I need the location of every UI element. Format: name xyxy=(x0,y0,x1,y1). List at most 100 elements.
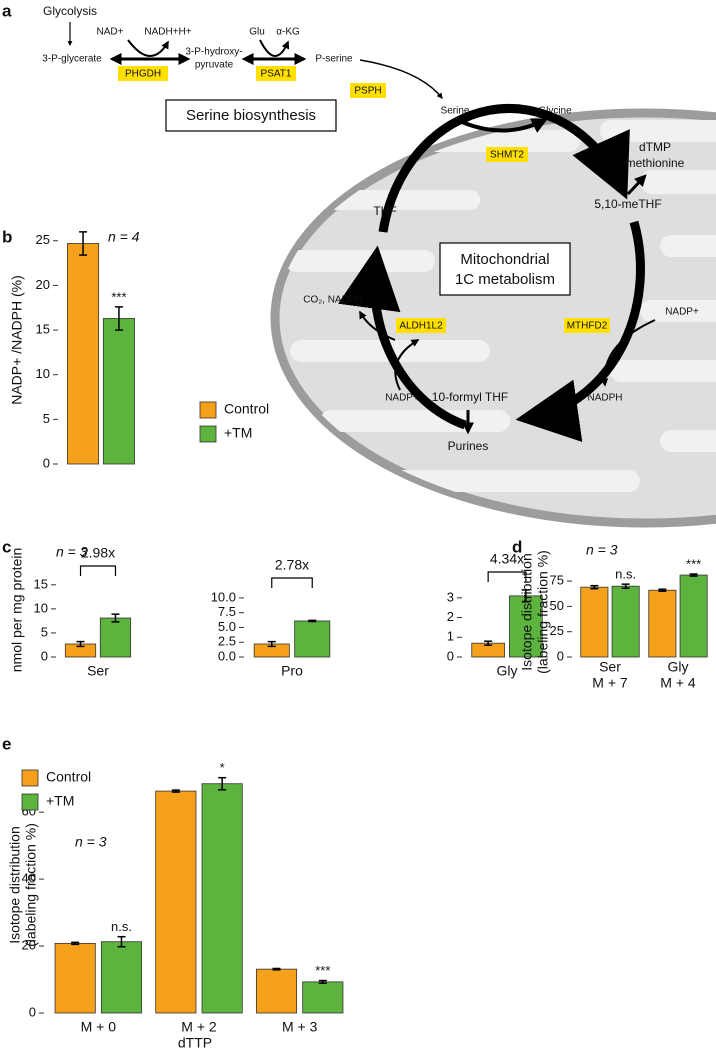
error-bar xyxy=(71,941,80,946)
y-tick-label: 5 xyxy=(43,411,50,426)
enzyme: ALDH1L2 xyxy=(399,321,443,332)
n-label: n = 3 xyxy=(586,542,618,558)
legend-label: Control xyxy=(224,401,269,417)
metabolite: 3-P-glycerate xyxy=(42,54,102,65)
bracket xyxy=(79,565,117,576)
y-tick-label: 3 xyxy=(447,589,454,604)
metabolite: 10-formyl THF xyxy=(432,390,508,404)
bar xyxy=(155,790,197,1014)
fold-change-label: 4.34x xyxy=(490,551,524,567)
y-axis-label: (labeling fraction %) xyxy=(535,550,551,674)
metabolite: methionine xyxy=(626,156,685,170)
y-tick-label: 10.0 xyxy=(211,589,236,604)
legend-swatch xyxy=(199,401,217,419)
bar xyxy=(67,243,100,465)
cofactor: NADP+ xyxy=(385,393,419,404)
enzyme: SHMT2 xyxy=(490,150,524,161)
y-tick-label: 15 xyxy=(36,322,50,337)
box-label: 1C metabolism xyxy=(455,271,555,288)
cofactor: NADPH xyxy=(587,393,622,404)
y-tick-label: 0 xyxy=(557,648,564,663)
panel-label: d xyxy=(512,537,522,556)
x-tick-label: Ser xyxy=(599,659,621,675)
y-tick-label: 50 xyxy=(550,598,564,613)
panel-label: c xyxy=(2,537,11,556)
error-bar xyxy=(79,231,88,256)
error-bar xyxy=(111,613,120,623)
error-bar xyxy=(114,306,123,331)
y-axis-label: Isotope distribution xyxy=(519,553,535,671)
significance-label: n.s. xyxy=(615,567,636,582)
legend-swatch xyxy=(21,793,39,811)
error-bar xyxy=(218,776,227,791)
bar xyxy=(255,968,298,1014)
legend-label: Control xyxy=(46,769,91,785)
y-tick-label: 5.0 xyxy=(218,619,236,634)
legend-swatch xyxy=(21,769,39,787)
panel-label: e xyxy=(2,734,11,753)
y-tick-label: 75 xyxy=(550,573,564,588)
n-label: n = 3 xyxy=(56,544,88,560)
metabolite: Glycolysis xyxy=(43,4,97,18)
error-bar xyxy=(171,789,180,793)
bar xyxy=(648,589,677,658)
y-axis-label: NADP+ /NADPH (%) xyxy=(9,275,25,405)
n-label: n = 4 xyxy=(108,229,140,245)
x-tick-label: M + 4 xyxy=(660,675,696,691)
panel-label: a xyxy=(2,1,12,20)
legend-label: +TM xyxy=(46,793,74,809)
y-tick-label: 25 xyxy=(36,232,50,247)
y-tick-label: 15 xyxy=(34,576,48,591)
error-bar xyxy=(484,640,493,646)
x-tick-label: Pro xyxy=(281,663,303,679)
y-tick-label: 0 xyxy=(447,648,454,663)
y-tick-label: 0 xyxy=(29,1004,36,1019)
panel-label: b xyxy=(2,227,12,246)
cofactor: NAD+ xyxy=(97,27,124,38)
y-tick-label: 0 xyxy=(43,455,50,470)
enzyme: MTHFD2 xyxy=(567,321,608,332)
y-tick-label: 7.5 xyxy=(218,604,236,619)
x-tick-label: M + 3 xyxy=(282,1019,318,1035)
y-axis-label: (labeling fraction %) xyxy=(23,823,39,947)
y-tick-label: 2.5 xyxy=(218,634,236,649)
error-bar xyxy=(267,640,276,648)
significance-label: * xyxy=(220,760,225,775)
error-bar xyxy=(308,619,317,623)
bar xyxy=(102,318,135,465)
metabolite: Serine xyxy=(441,106,470,117)
x-tick-label: Gly xyxy=(497,663,518,679)
bar xyxy=(99,617,132,658)
y-tick-label: 5 xyxy=(41,624,48,639)
error-bar xyxy=(590,584,599,590)
x-tick-label: Gly xyxy=(668,659,689,675)
x-tick-label: M + 0 xyxy=(81,1019,117,1035)
bar xyxy=(100,941,143,1014)
cofactor: NADH+H+ xyxy=(144,27,191,38)
metabolite: pyruvate xyxy=(195,60,234,71)
box-label: Serine biosynthesis xyxy=(186,107,316,124)
bar xyxy=(611,585,640,658)
cofactor: CO₂, NADPH xyxy=(303,295,362,306)
y-tick-label: 40 xyxy=(22,871,36,886)
bracket xyxy=(271,577,313,588)
bar xyxy=(302,981,344,1014)
x-tick-label: Ser xyxy=(87,663,109,679)
legend-label: +TM xyxy=(224,425,252,441)
n-label: n = 3 xyxy=(75,834,107,850)
y-tick-label: 0.0 xyxy=(218,648,236,663)
y-tick-label: 1 xyxy=(447,629,454,644)
bar xyxy=(294,620,331,658)
error-bar xyxy=(272,967,281,971)
fold-change-label: 2.78x xyxy=(275,557,309,573)
error-bar xyxy=(621,583,630,589)
metabolite: 5,10-meTHF xyxy=(594,197,661,211)
significance-label: *** xyxy=(111,289,126,304)
enzyme: PSAT1 xyxy=(261,69,292,80)
error-bar xyxy=(658,588,667,592)
bar xyxy=(54,942,96,1014)
bar xyxy=(679,574,708,658)
y-axis-label: Isotope distribution xyxy=(7,826,23,944)
diagram: a Glycolysis 3-P-glycerate NAD+ NADH+H+ … xyxy=(2,1,716,528)
